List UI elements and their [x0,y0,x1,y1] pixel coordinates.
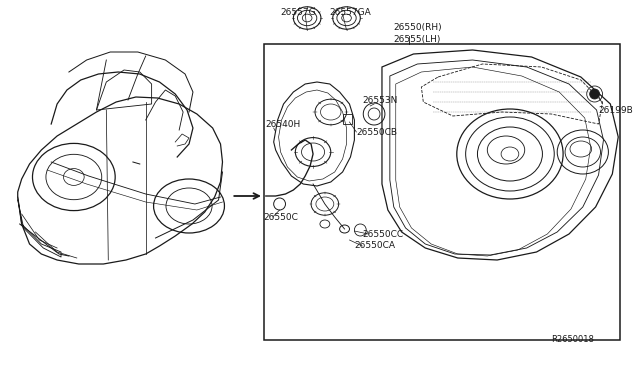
Text: 26550CC: 26550CC [362,230,403,238]
Text: 26550CA: 26550CA [355,241,396,250]
Text: 26550C: 26550C [264,212,299,221]
Bar [342,114,353,124]
Text: 26540H: 26540H [266,119,301,128]
Text: 26555(LH): 26555(LH) [394,35,441,44]
Text: 26550(RH): 26550(RH) [394,22,442,32]
Text: 26557GA: 26557GA [330,7,372,16]
Text: 26199B: 26199B [598,106,634,115]
Circle shape [589,89,600,99]
Bar [264,44,620,340]
Text: 26553N: 26553N [362,96,397,105]
Text: R2650018: R2650018 [551,336,594,344]
Text: 26557G: 26557G [280,7,316,16]
Text: 26550CB: 26550CB [356,128,397,137]
